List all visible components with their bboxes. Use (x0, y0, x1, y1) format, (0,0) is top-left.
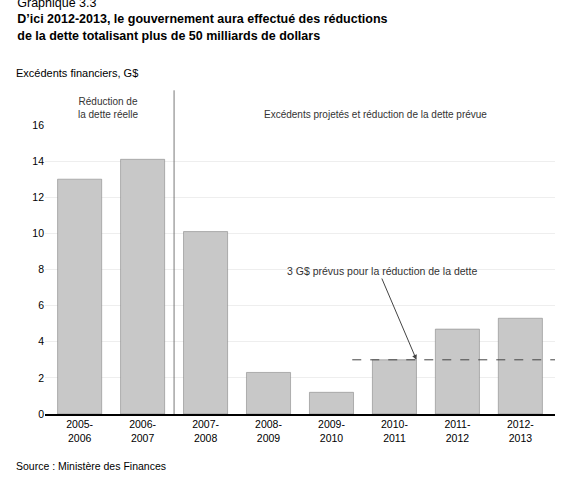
svg-text:4: 4 (38, 335, 44, 347)
svg-text:3 G$ prévus pour la réduction: 3 G$ prévus pour la réduction de la dett… (287, 265, 477, 277)
svg-text:2009-2010: 2009-2010 (318, 418, 345, 444)
svg-text:6: 6 (38, 299, 44, 311)
svg-text:16: 16 (32, 119, 44, 131)
svg-text:14: 14 (32, 155, 44, 167)
svg-text:Excédents projetés et réductio: Excédents projetés et réduction de la de… (264, 109, 487, 120)
svg-text:10: 10 (32, 227, 44, 239)
svg-text:8: 8 (38, 263, 44, 275)
svg-text:Excédents financiers, G$: Excédents financiers, G$ (16, 67, 138, 79)
svg-text:Source : Ministère des Finance: Source : Ministère des Finances (16, 460, 166, 472)
svg-text:2006-2007: 2006-2007 (129, 418, 156, 444)
svg-text:Réduction dela dette réelle: Réduction dela dette réelle (78, 96, 138, 120)
svg-text:2008-2009: 2008-2009 (255, 418, 282, 444)
svg-text:2: 2 (38, 372, 44, 384)
svg-text:2007-2008: 2007-2008 (192, 418, 219, 444)
svg-text:2011-2012: 2011-2012 (444, 418, 471, 444)
svg-text:12: 12 (32, 191, 44, 203)
svg-text:2012-2013: 2012-2013 (507, 418, 534, 444)
svg-text:2005-2006: 2005-2006 (66, 418, 93, 444)
svg-text:2010-2011: 2010-2011 (381, 418, 408, 444)
svg-text:Graphique 3.3D’ici 2012-2013,: Graphique 3.3D’ici 2012-2013, le gouvern… (17, 0, 387, 43)
svg-text:0: 0 (38, 408, 44, 420)
